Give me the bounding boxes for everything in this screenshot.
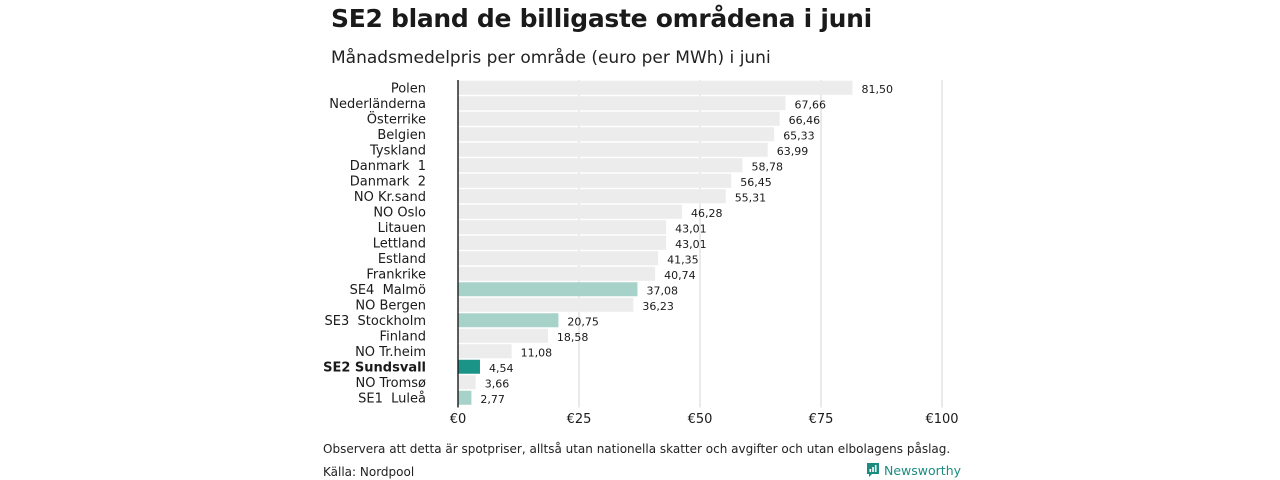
category-label: Finland [380, 329, 426, 344]
data-label: 58,78 [751, 160, 783, 173]
category-label: SE1 Luleå [358, 391, 426, 406]
source-label: Källa: Nordpool [323, 465, 415, 479]
bar [458, 111, 780, 126]
category-label: Danmark 1 [350, 159, 426, 174]
category-label: Estland [378, 252, 426, 267]
category-label: SE2 Sundsvall [323, 360, 426, 375]
x-tick-label: €0 [450, 412, 467, 427]
bar [458, 189, 726, 204]
data-label: 40,74 [664, 269, 696, 282]
bar [458, 313, 559, 328]
bar [458, 173, 732, 188]
data-label: 11,08 [521, 346, 553, 359]
bar [458, 266, 656, 281]
data-label: 37,08 [646, 284, 678, 297]
brand-logo[interactable]: Newsworthy [866, 462, 961, 478]
x-tick-label: €25 [567, 412, 592, 427]
data-label: 55,31 [735, 191, 767, 204]
data-label: 67,66 [794, 98, 826, 111]
brand-name: Newsworthy [884, 462, 962, 478]
x-tick-label: €75 [809, 412, 834, 427]
bar [458, 158, 743, 173]
data-label: 56,45 [740, 176, 772, 189]
category-label: NO Bergen [355, 298, 426, 313]
footnote: Observera att detta är spotpriser, allts… [323, 442, 951, 456]
bar [458, 390, 472, 405]
category-label: Belgien [377, 128, 426, 143]
data-label: 63,99 [777, 145, 809, 158]
category-label: Lettland [373, 236, 426, 251]
category-label: Danmark 2 [350, 174, 426, 189]
data-label: 65,33 [783, 129, 815, 142]
bar [458, 375, 476, 390]
data-label: 20,75 [567, 315, 599, 328]
x-tick-label: €50 [688, 412, 713, 427]
x-tick-label: €100 [925, 412, 958, 427]
bar [458, 220, 667, 235]
data-label: 4,54 [489, 362, 514, 375]
category-label: SE4 Malmö [350, 283, 426, 298]
data-label: 43,01 [675, 238, 707, 251]
bar [458, 344, 512, 359]
category-label: Nederländerna [329, 97, 426, 112]
category-label: SE3 Stockholm [325, 314, 426, 329]
chart-title: SE2 bland de billigaste områdena i juni [331, 4, 872, 33]
data-label: 81,50 [861, 83, 893, 96]
bar [458, 204, 682, 219]
newsworthy-logo-icon [867, 463, 879, 477]
data-label: 46,28 [691, 207, 723, 220]
bar [458, 80, 853, 95]
data-label: 43,01 [675, 222, 707, 235]
category-label: Frankrike [366, 267, 426, 282]
bar [458, 142, 768, 157]
data-label: 36,23 [642, 300, 674, 313]
category-label: Österrike [367, 110, 426, 127]
bar [458, 297, 634, 312]
category-label: NO Oslo [373, 205, 426, 220]
data-label: 3,66 [485, 377, 510, 390]
bar [458, 328, 548, 343]
category-label: Polen [391, 81, 426, 96]
bar [458, 359, 480, 374]
bar [458, 251, 659, 266]
bar [458, 127, 775, 142]
data-label: 2,77 [480, 393, 505, 406]
category-label: NO Tromsø [355, 376, 426, 391]
category-label: Litauen [378, 221, 426, 236]
bar [458, 282, 638, 297]
category-label: NO Tr.heim [355, 345, 426, 360]
chart-subtitle: Månadsmedelpris per område (euro per MWh… [331, 48, 771, 68]
data-label: 18,58 [557, 331, 589, 344]
category-label: Tyskland [369, 143, 426, 158]
category-label: NO Kr.sand [354, 190, 426, 205]
data-label: 41,35 [667, 253, 699, 266]
bar [458, 96, 786, 111]
bar [458, 235, 667, 250]
data-label: 66,46 [789, 114, 821, 127]
